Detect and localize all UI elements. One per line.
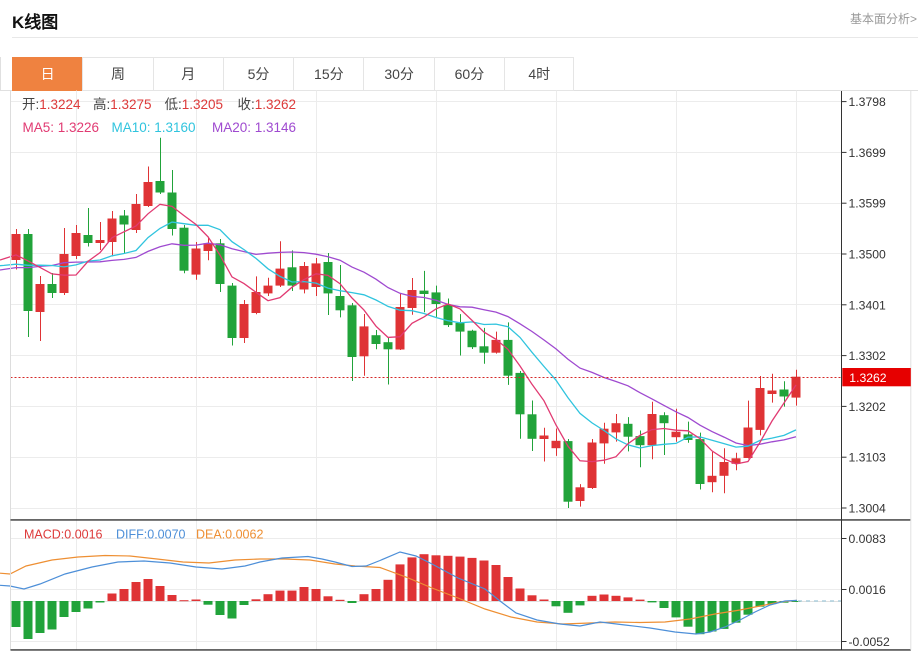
- svg-text:MA20: 1.3146: MA20: 1.3146: [212, 120, 296, 135]
- svg-text:1.3302: 1.3302: [849, 349, 886, 363]
- svg-text:高:1.3275: 高:1.3275: [93, 96, 152, 112]
- svg-text:开:1.3224: 开:1.3224: [22, 97, 81, 112]
- svg-text:1.3004: 1.3004: [849, 502, 886, 516]
- svg-text:1.3798: 1.3798: [849, 95, 886, 109]
- svg-text:DIFF:0.0070: DIFF:0.0070: [116, 528, 186, 542]
- svg-text:1.3103: 1.3103: [849, 451, 886, 465]
- svg-text:1.3500: 1.3500: [849, 248, 886, 262]
- svg-text:收:1.3262: 收:1.3262: [238, 97, 297, 112]
- svg-text:DEA:0.0062: DEA:0.0062: [196, 528, 263, 542]
- svg-text:1.3599: 1.3599: [849, 197, 886, 211]
- svg-text:MA5: 1.3226: MA5: 1.3226: [23, 120, 100, 135]
- svg-text:1.3699: 1.3699: [849, 146, 886, 160]
- svg-text:MACD:0.0016: MACD:0.0016: [24, 528, 103, 542]
- svg-text:1.3262: 1.3262: [849, 371, 886, 385]
- svg-text:1.3202: 1.3202: [849, 400, 886, 414]
- svg-text:0.0016: 0.0016: [849, 583, 886, 597]
- svg-text:-0.0052: -0.0052: [849, 635, 891, 649]
- svg-text:1.3401: 1.3401: [849, 298, 886, 312]
- svg-text:低:1.3205: 低:1.3205: [165, 97, 224, 112]
- svg-text:0.0083: 0.0083: [849, 532, 886, 546]
- svg-text:MA10: 1.3160: MA10: 1.3160: [112, 120, 196, 135]
